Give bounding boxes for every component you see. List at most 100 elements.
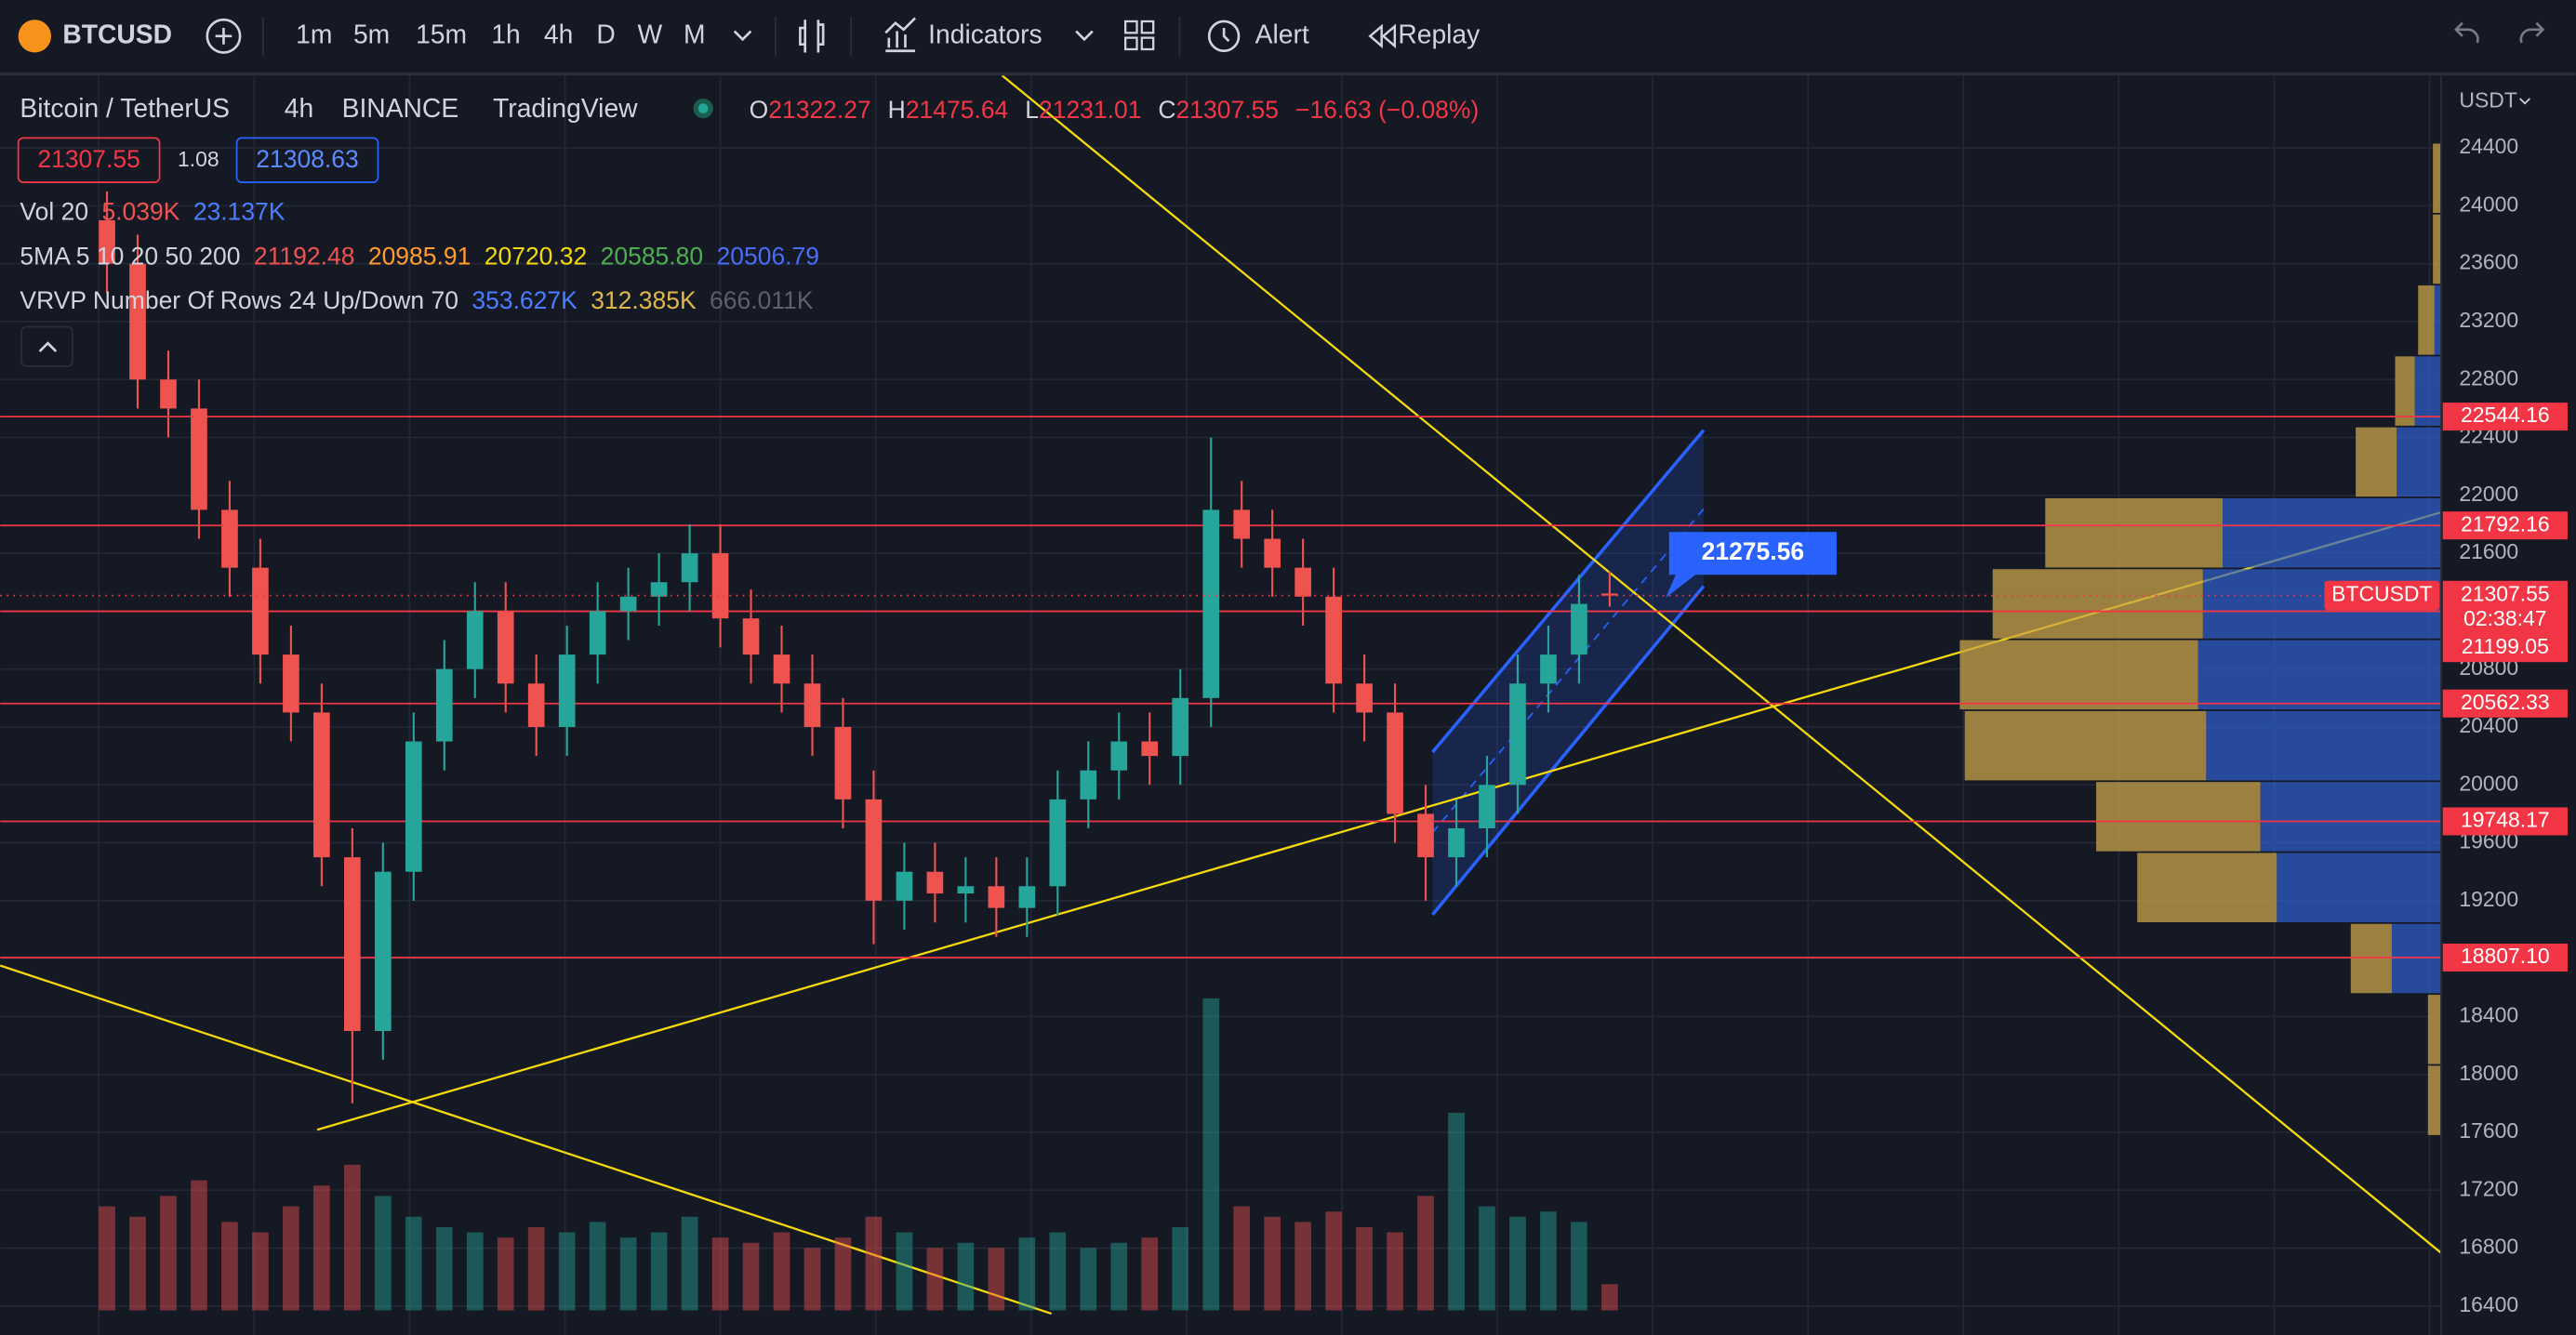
redo-button[interactable] xyxy=(2519,21,2545,44)
ma-value: 21192.48 xyxy=(254,242,355,270)
candle-body xyxy=(742,618,760,655)
volume-bar xyxy=(283,1206,299,1311)
last-price-box xyxy=(2442,580,2568,636)
level-label: 18807.10 xyxy=(2461,944,2550,968)
candle-body xyxy=(1509,683,1526,786)
alert-icon-hand xyxy=(1222,28,1230,43)
candle-body xyxy=(803,683,821,727)
volume-bar xyxy=(99,1206,115,1311)
interval-button[interactable]: D xyxy=(596,19,615,48)
profile-down xyxy=(2397,427,2441,497)
interval-button[interactable]: 1h xyxy=(491,19,520,48)
collapse-legend[interactable] xyxy=(20,325,73,367)
alert-button[interactable]: Alert xyxy=(1255,19,1309,48)
candle-body xyxy=(1601,593,1618,596)
volume-bar xyxy=(558,1232,576,1311)
layouts-button[interactable] xyxy=(1123,20,1155,51)
candle-body xyxy=(252,567,269,655)
volume-bar xyxy=(1571,1222,1587,1311)
y-tick-label: 18000 xyxy=(2459,1061,2518,1085)
channel-fill xyxy=(1432,430,1704,915)
symbol[interactable]: BTCUSD xyxy=(62,19,172,48)
volume-bar xyxy=(1540,1211,1557,1311)
candle-body xyxy=(1202,509,1220,698)
interval-button[interactable]: 15m xyxy=(416,19,467,48)
vrvp-value: 312.385K xyxy=(591,286,697,314)
profile-down xyxy=(2206,710,2441,781)
profile-down xyxy=(2391,923,2441,994)
volume-bar xyxy=(1479,1206,1495,1311)
volume-bar xyxy=(896,1232,913,1311)
y-tick-label: 21600 xyxy=(2459,539,2518,563)
volume-bar xyxy=(344,1164,361,1311)
volume-bar xyxy=(1110,1242,1128,1311)
volume-bar xyxy=(1018,1237,1036,1311)
volume-bar xyxy=(160,1196,177,1311)
add-symbol[interactable] xyxy=(206,18,242,54)
vol-value: 5.039K xyxy=(101,198,179,226)
candle-body xyxy=(1233,509,1251,539)
indicators-menu[interactable] xyxy=(1075,30,1094,42)
candle-body xyxy=(1110,741,1128,771)
countdown: 02:38:47 xyxy=(2463,606,2546,630)
ask-box[interactable] xyxy=(235,137,379,183)
add-icon xyxy=(215,28,232,45)
level-label: 20562.33 xyxy=(2461,690,2550,714)
ma-value: 20506.79 xyxy=(717,242,819,270)
volume-bar xyxy=(619,1237,637,1311)
interval-button[interactable]: 5m xyxy=(353,19,390,48)
profile-up xyxy=(2433,143,2441,213)
candle-icon xyxy=(799,20,825,53)
channel-upper xyxy=(1431,429,1706,754)
ask-price: 21308.63 xyxy=(256,145,358,173)
candle-body xyxy=(1141,741,1159,757)
volume-bar xyxy=(435,1227,453,1311)
indicators-button[interactable]: Indicators xyxy=(928,19,1042,48)
vol-label: Vol 20 xyxy=(20,198,88,226)
y-tick-label: 19200 xyxy=(2459,887,2518,911)
ohlc-value: 21322.27 xyxy=(768,96,870,124)
interval-button[interactable]: 4h xyxy=(544,19,573,48)
volume-bar xyxy=(1601,1284,1618,1311)
interval-button[interactable]: W xyxy=(638,19,663,48)
level-label-box xyxy=(2442,403,2568,431)
volume-bar xyxy=(773,1232,790,1311)
volume-bar xyxy=(1049,1232,1067,1311)
bid-box[interactable] xyxy=(17,137,161,183)
ma-label: 5MA 5 10 20 50 200 xyxy=(20,242,240,270)
volume-bar xyxy=(252,1232,269,1311)
volume-bar xyxy=(1325,1211,1342,1311)
layout-icon xyxy=(1123,36,1138,51)
candle-body xyxy=(589,611,606,655)
ohlc-value: 21231.01 xyxy=(1039,96,1141,124)
candle-body xyxy=(896,871,913,901)
volume-bar xyxy=(405,1216,422,1311)
interval-button[interactable]: 1m xyxy=(296,19,332,48)
alert-icon xyxy=(1207,20,1241,53)
replay-button[interactable]: Replay xyxy=(1398,19,1481,48)
volume-bar xyxy=(1080,1248,1097,1311)
volume-bar xyxy=(1202,998,1220,1311)
currency-menu[interactable]: USDT xyxy=(2459,88,2516,112)
profile-down xyxy=(2434,285,2441,355)
volume-bar xyxy=(313,1185,330,1311)
undo-button[interactable] xyxy=(2453,21,2479,44)
vrvp-value: 353.627K xyxy=(471,286,578,314)
layout-icon xyxy=(1123,20,1138,34)
interval-menu[interactable] xyxy=(733,30,752,42)
volume-bar xyxy=(988,1248,1005,1311)
profile-up xyxy=(1964,710,2207,781)
chart-type[interactable] xyxy=(799,20,825,53)
volume-bar xyxy=(129,1216,146,1311)
ohlc: O21322.27 H21475.64 L21231.01 C21307.55 … xyxy=(750,96,1480,124)
interval-button[interactable]: M xyxy=(684,19,706,48)
level-label-box xyxy=(2442,944,2568,972)
measure-label: 21275.56 xyxy=(1702,537,1804,565)
volume-bar xyxy=(1387,1232,1403,1311)
volume-bar xyxy=(650,1232,668,1311)
y-tick-label: 23600 xyxy=(2459,250,2518,274)
candle-body xyxy=(191,408,207,510)
ohlc-label: L xyxy=(1025,96,1039,124)
channel-lower xyxy=(1431,585,1706,916)
volume-bar xyxy=(834,1237,852,1311)
